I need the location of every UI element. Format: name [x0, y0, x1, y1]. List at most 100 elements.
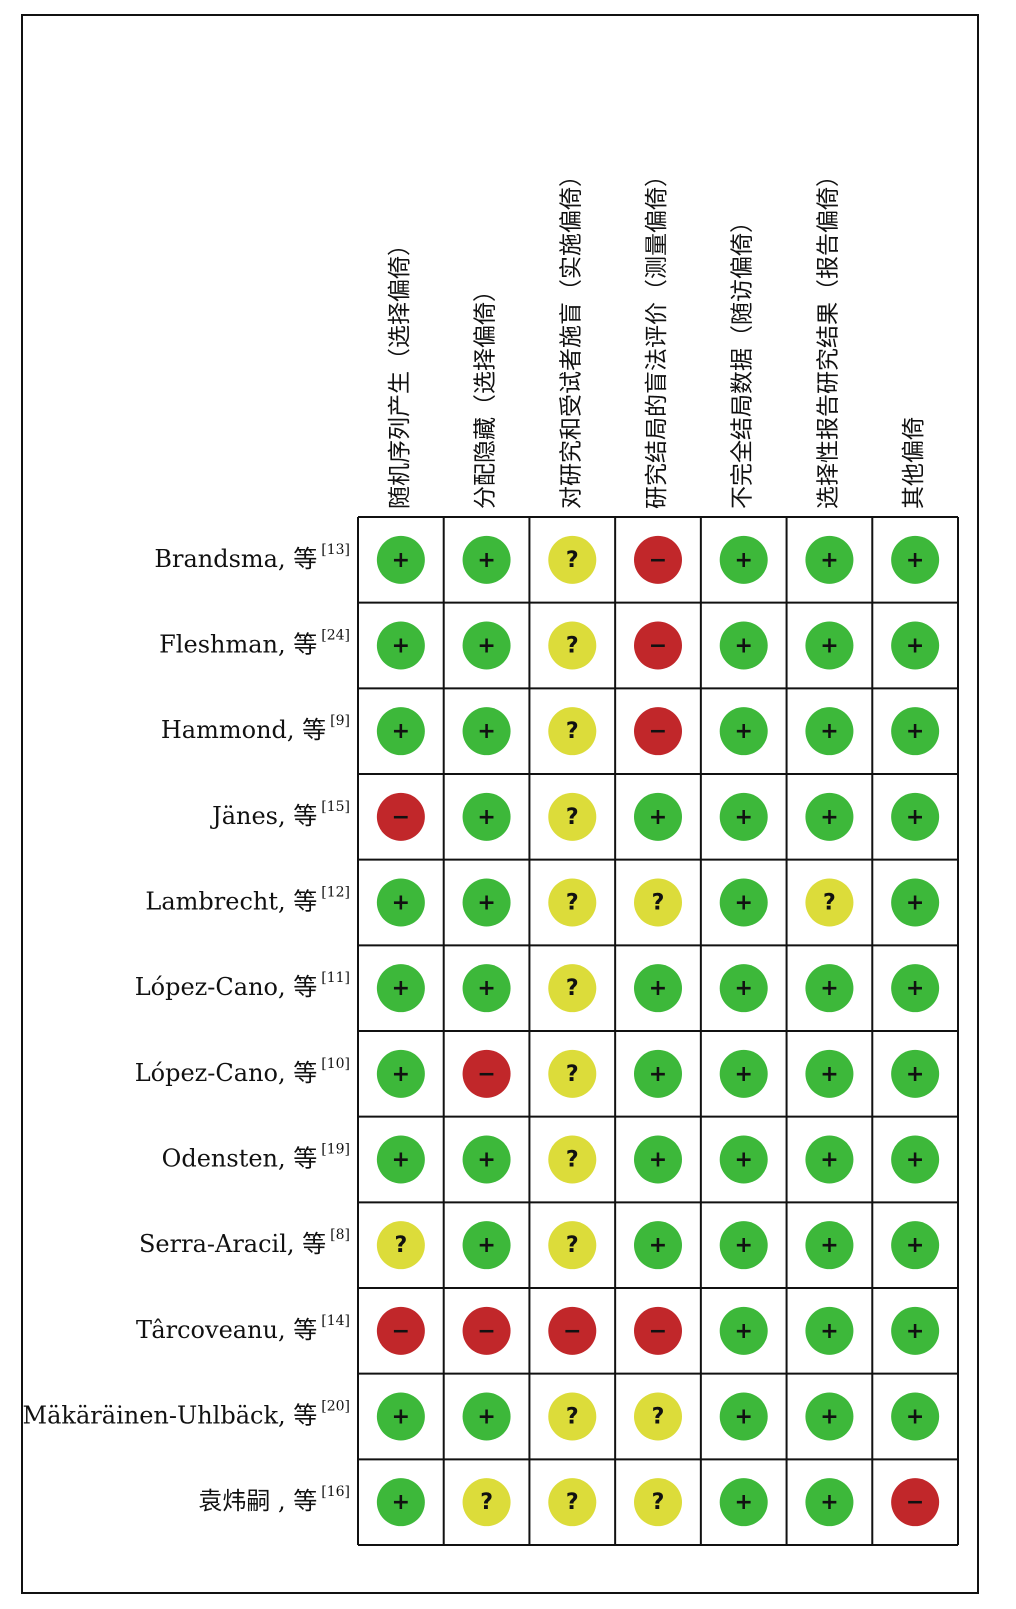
- judgement-symbol: +: [906, 1062, 924, 1087]
- judgement-circle: [891, 1306, 940, 1355]
- judgement-circle: [376, 535, 425, 584]
- judgement-circle: [805, 1135, 854, 1184]
- judgement-symbol: +: [734, 805, 752, 830]
- judgement-circle: [634, 1135, 682, 1184]
- row-label: López-Cano, 等 [10]: [135, 1056, 350, 1087]
- judgement-symbol: +: [906, 1405, 924, 1430]
- judgement-symbol: −: [392, 805, 410, 830]
- judgement-symbol: +: [477, 805, 495, 830]
- judgement-circle: [891, 964, 940, 1013]
- judgement-symbol: +: [734, 976, 752, 1001]
- judgement-circle: [634, 964, 682, 1013]
- judgement-circle: [376, 1135, 425, 1184]
- judgement-symbol: +: [820, 1233, 838, 1258]
- judgement-circle: [548, 1478, 597, 1527]
- reference: [8]: [330, 1227, 350, 1243]
- reference: [11]: [321, 970, 350, 986]
- judgement-circle: [805, 535, 854, 584]
- judgement-symbol: ?: [394, 1233, 407, 1258]
- judgement-circle: [376, 878, 425, 927]
- judgement-symbol: +: [734, 719, 752, 744]
- judgement-symbol: +: [734, 1405, 752, 1430]
- judgement-circle: [634, 535, 682, 584]
- judgement-symbol: +: [820, 719, 838, 744]
- judgement-symbol: ?: [566, 1062, 579, 1087]
- study-name: Brandsma, 等: [154, 544, 317, 572]
- study-name: Odensten, 等: [162, 1144, 318, 1172]
- judgement-symbol: ?: [566, 1405, 579, 1430]
- column-header: 分配隐藏（选择偏倚）: [473, 279, 499, 509]
- row-label: Târcoveanu, 等 [14]: [136, 1313, 350, 1344]
- judgement-symbol: +: [649, 1233, 667, 1258]
- study-name: Mäkäräinen-Uhlbäck, 等: [23, 1401, 318, 1429]
- judgement-symbol: ?: [652, 1405, 665, 1430]
- column-header: 不完全结局数据（随访偏倚）: [730, 210, 756, 509]
- judgement-symbol: ?: [480, 1490, 493, 1515]
- judgement-circle: [805, 1306, 854, 1355]
- reference: [10]: [321, 1056, 350, 1072]
- judgement-symbol: +: [906, 976, 924, 1001]
- judgement-circle: [548, 707, 597, 756]
- judgement-circle: [719, 1306, 768, 1355]
- judgement-circle: [634, 1306, 682, 1355]
- judgement-circle: [805, 1049, 854, 1098]
- judgement-circle: [891, 1135, 940, 1184]
- judgement-circle: [376, 792, 425, 841]
- judgement-symbol: −: [392, 1319, 410, 1344]
- judgement-symbol: ?: [566, 1490, 579, 1515]
- judgement-circle: [891, 621, 940, 670]
- judgement-symbol: +: [734, 1319, 752, 1344]
- judgement-symbol: −: [477, 1319, 495, 1344]
- judgement-circle: [634, 707, 682, 756]
- judgement-circle: [462, 1049, 511, 1098]
- judgement-symbol: +: [649, 1148, 667, 1173]
- judgement-symbol: +: [906, 891, 924, 916]
- reference: [24]: [321, 628, 350, 644]
- judgement-circle: [634, 1478, 682, 1527]
- judgement-circle: [634, 621, 682, 670]
- judgement-symbol: ?: [566, 1148, 579, 1173]
- judgement-symbol: +: [734, 1062, 752, 1087]
- judgement-symbol: +: [820, 634, 838, 659]
- judgement-symbol: ?: [566, 548, 579, 573]
- reference: [15]: [321, 799, 350, 815]
- judgement-circle: [548, 964, 597, 1013]
- judgement-circle: [891, 1392, 940, 1441]
- judgement-symbol: +: [477, 719, 495, 744]
- study-name: López-Cano, 等: [135, 1058, 318, 1086]
- judgement-symbol: +: [734, 891, 752, 916]
- row-label: Odensten, 等 [19]: [162, 1142, 350, 1173]
- row-label: Jänes, 等 [15]: [209, 799, 350, 830]
- study-name: 袁炜嗣 , 等: [198, 1487, 317, 1515]
- judgement-circle: [376, 1221, 425, 1270]
- reference: [14]: [321, 1313, 350, 1329]
- judgement-circle: [805, 1221, 854, 1270]
- row-label: Brandsma, 等 [13]: [154, 542, 350, 573]
- judgement-circle: [462, 1306, 511, 1355]
- judgement-symbol: +: [820, 976, 838, 1001]
- judgement-circle: [634, 792, 682, 841]
- judgement-circle: [634, 1392, 682, 1441]
- judgement-circle: [376, 1392, 425, 1441]
- reference: [9]: [330, 713, 350, 729]
- judgement-circle: [548, 621, 597, 670]
- judgement-symbol: −: [563, 1319, 581, 1344]
- judgement-symbol: +: [477, 1233, 495, 1258]
- judgement-circle: [548, 1135, 597, 1184]
- judgement-circle: [462, 964, 511, 1013]
- judgement-symbol: +: [392, 1405, 410, 1430]
- judgement-symbol: ?: [566, 891, 579, 916]
- judgement-circle: [462, 621, 511, 670]
- reference: [13]: [321, 542, 350, 558]
- judgement-symbol: +: [392, 1490, 410, 1515]
- judgement-circle: [805, 964, 854, 1013]
- judgement-symbol: +: [820, 1062, 838, 1087]
- judgement-symbol: +: [734, 634, 752, 659]
- judgement-circle: [891, 1478, 940, 1527]
- study-name: Jänes, 等: [209, 801, 317, 829]
- judgement-symbol: +: [649, 805, 667, 830]
- judgement-circle: [719, 964, 768, 1013]
- reference: [19]: [321, 1142, 350, 1158]
- judgement-circle: [634, 1221, 682, 1270]
- judgement-circle: [805, 792, 854, 841]
